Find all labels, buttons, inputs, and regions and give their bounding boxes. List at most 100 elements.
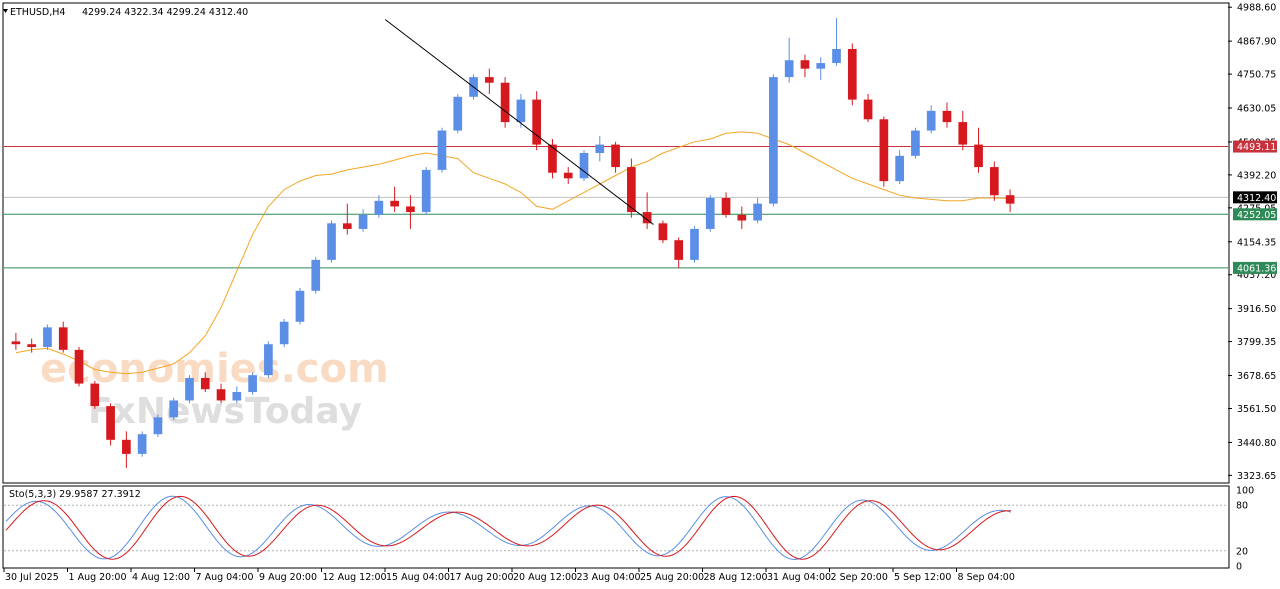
- price-tick-label: 4630.05: [1237, 104, 1276, 115]
- candle-body: [958, 122, 968, 145]
- candle-body: [974, 144, 983, 168]
- price-tick-label: 4867.90: [1237, 37, 1276, 48]
- candle-body: [232, 392, 242, 401]
- candle-body: [500, 82, 510, 123]
- candle-body: [295, 290, 305, 322]
- stochastic-main-line: [5, 495, 1012, 561]
- level-tag-2: [1233, 261, 1277, 274]
- time-tick-label: 23 Aug 04:00: [577, 572, 641, 583]
- candle-body: [595, 144, 605, 154]
- candle-body: [311, 259, 321, 291]
- price-tick-label: 3678.65: [1237, 371, 1276, 382]
- candle-body: [579, 153, 589, 179]
- time-tick-label: 25 Aug 20:00: [640, 572, 704, 583]
- candle-body: [374, 200, 384, 215]
- price-axis: 4988.604867.904750.754630.054509.354392.…: [1228, 3, 1277, 482]
- time-tick-label: 1 Aug 20:00: [69, 572, 127, 583]
- candle-body: [658, 223, 668, 241]
- moving-average-line: [15, 131, 1011, 375]
- candle-body: [784, 60, 794, 78]
- candle-body: [832, 48, 841, 64]
- candle-body: [989, 167, 999, 196]
- price-tick-label: 3323.65: [1237, 471, 1276, 482]
- moving-average: [15, 131, 1011, 375]
- time-tick-label: 2 Sep 20:00: [831, 572, 888, 583]
- candle-body: [27, 344, 37, 348]
- stochastic-axis-label: 0: [1236, 562, 1242, 573]
- candle-body: [216, 389, 226, 401]
- time-tick-label: 31 Aug 04:00: [767, 572, 831, 583]
- candle-body: [516, 99, 526, 123]
- stochastic-axis: 100 80 20 0: [1236, 486, 1254, 573]
- chart-header-symbol: ETHUSD,H4: [10, 7, 65, 18]
- candle-body: [90, 383, 100, 407]
- candle-body: [421, 169, 431, 213]
- candle-body: [484, 77, 494, 83]
- candle-body: [942, 110, 952, 123]
- level-tag-label-0: 4493.11: [1237, 142, 1276, 153]
- candle-body: [690, 228, 699, 260]
- price-tick-label: 4037.20: [1237, 270, 1276, 281]
- price-tick-label: 4154.35: [1237, 237, 1276, 248]
- candle-body: [43, 327, 52, 348]
- collapse-triangle-icon[interactable]: [3, 9, 8, 13]
- price-tick-label: 4750.75: [1237, 70, 1276, 81]
- candle-body: [279, 321, 289, 345]
- candle-body: [879, 119, 889, 182]
- price-tick-label: 3440.80: [1237, 438, 1276, 449]
- candle-body: [895, 155, 904, 182]
- candle-body: [611, 144, 620, 168]
- stochastic-label: Sto(5,3,3) 29.9587 27.3912: [9, 489, 141, 500]
- stochastic-axis-label: 100: [1236, 486, 1254, 497]
- main-pane: [2, 2, 1230, 484]
- level-tag-label-2: 4061.36: [1237, 263, 1276, 274]
- candle-body: [106, 406, 115, 440]
- candle-body: [816, 63, 826, 69]
- candle-body: [1005, 195, 1015, 204]
- stochastic-axis-label: 80: [1236, 501, 1248, 512]
- candle-body: [642, 212, 652, 224]
- candle-body: [153, 417, 163, 435]
- time-tick-label: 8 Sep 04:00: [958, 572, 1015, 583]
- candle-body: [769, 77, 778, 204]
- candle-body: [58, 327, 68, 350]
- time-tick-label: 7 Aug 04:00: [196, 572, 254, 583]
- time-tick-label: 9 Aug 20:00: [259, 572, 317, 583]
- candle-body: [74, 349, 84, 384]
- level-tag-0: [1233, 140, 1277, 153]
- price-tick-label: 3561.50: [1237, 404, 1276, 415]
- candle-body: [863, 99, 873, 120]
- candle-body: [437, 130, 447, 170]
- candle-body: [705, 198, 715, 229]
- candle-body: [847, 48, 857, 100]
- candle-body: [674, 240, 684, 260]
- price-tick-label: 3799.35: [1237, 337, 1276, 348]
- level-tag-label-1: 4252.05: [1237, 210, 1276, 221]
- candle-body: [327, 223, 336, 260]
- candle-body: [185, 377, 194, 401]
- candle-body: [721, 198, 731, 215]
- level-tag-1: [1233, 208, 1277, 221]
- time-tick-label: 15 Aug 04:00: [386, 572, 450, 583]
- candles: [11, 18, 1015, 468]
- stochastic-axis-label: 20: [1236, 546, 1248, 557]
- chart-header-ohlc: 4299.24 4322.34 4299.24 4312.40: [82, 7, 248, 18]
- candle-body: [122, 439, 131, 454]
- time-tick-label: 28 Aug 12:00: [704, 572, 768, 583]
- candle-body: [264, 344, 273, 376]
- stochastic-lines: [4, 495, 1228, 561]
- time-tick-label: 17 Aug 20:00: [450, 572, 514, 583]
- trendline-line: [384, 19, 654, 225]
- candle-body: [532, 99, 542, 145]
- candle-body: [11, 341, 21, 345]
- price-tick-label: 3916.50: [1237, 304, 1276, 315]
- trendline: [384, 19, 654, 225]
- candle-body: [800, 60, 810, 69]
- candle-body: [390, 200, 399, 207]
- time-tick-label: 12 Aug 12:00: [323, 572, 387, 583]
- time-tick-label: 4 Aug 12:00: [132, 572, 190, 583]
- candle-body: [737, 214, 747, 221]
- candle-body: [563, 172, 573, 179]
- price-tick-label: 4392.20: [1237, 170, 1276, 181]
- stochastic-pane: [2, 485, 1230, 569]
